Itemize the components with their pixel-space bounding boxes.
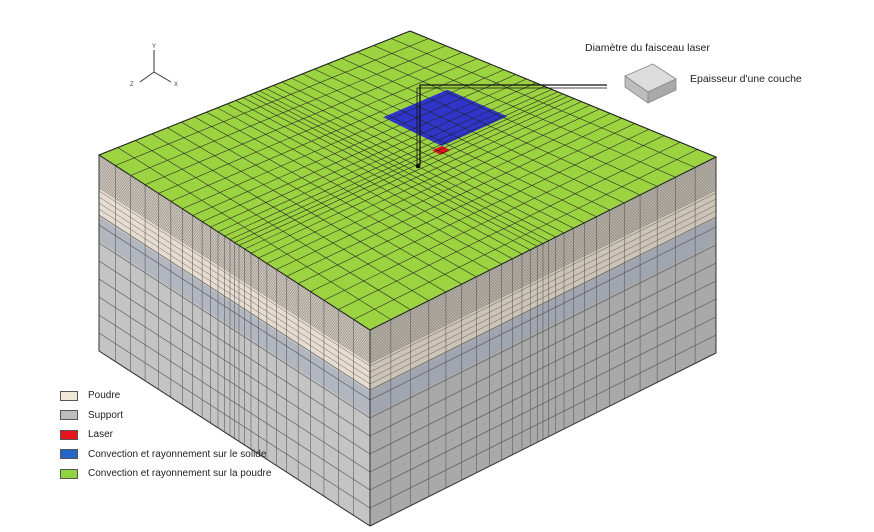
- legend-swatch: [60, 468, 78, 479]
- legend-item-poudre: Poudre: [60, 386, 271, 406]
- legend-item-convection-poudre: Convection et rayonnement sur la poudre: [60, 464, 271, 484]
- legend-swatch: [60, 390, 78, 401]
- legend-item-laser: Laser: [60, 425, 271, 445]
- axis-triad: Y Z X: [130, 44, 178, 88]
- beam-diameter-leader-line: [415, 84, 607, 169]
- axis-y-label: Y: [152, 44, 156, 50]
- layer-thickness-cube-icon: [624, 63, 677, 104]
- beam-diameter-label: Diamètre du faisceau laser: [585, 42, 710, 54]
- mesh-block: [97, 30, 718, 527]
- legend-label: Convection et rayonnement sur la poudre: [88, 468, 272, 480]
- axis-z-label: Z: [130, 82, 134, 88]
- axis-x-label: X: [174, 82, 178, 88]
- laser-spot: [432, 146, 451, 155]
- legend-label: Support: [88, 409, 124, 421]
- legend-item-convection-solide: Convection et rayonnement sur le solide: [60, 445, 271, 465]
- solid-region: [383, 89, 508, 146]
- legend: Poudre Support Laser Convection et rayon…: [60, 386, 271, 484]
- legend-label: Poudre: [88, 390, 121, 402]
- legend-swatch: [60, 429, 78, 440]
- legend-swatch: [60, 449, 78, 460]
- legend-swatch: [60, 410, 78, 421]
- legend-item-support: Support: [60, 406, 271, 426]
- layer-thickness-label: Epaisseur d'une couche: [690, 73, 802, 85]
- legend-label: Convection et rayonnement sur le solide: [88, 448, 267, 460]
- legend-label: Laser: [88, 429, 114, 441]
